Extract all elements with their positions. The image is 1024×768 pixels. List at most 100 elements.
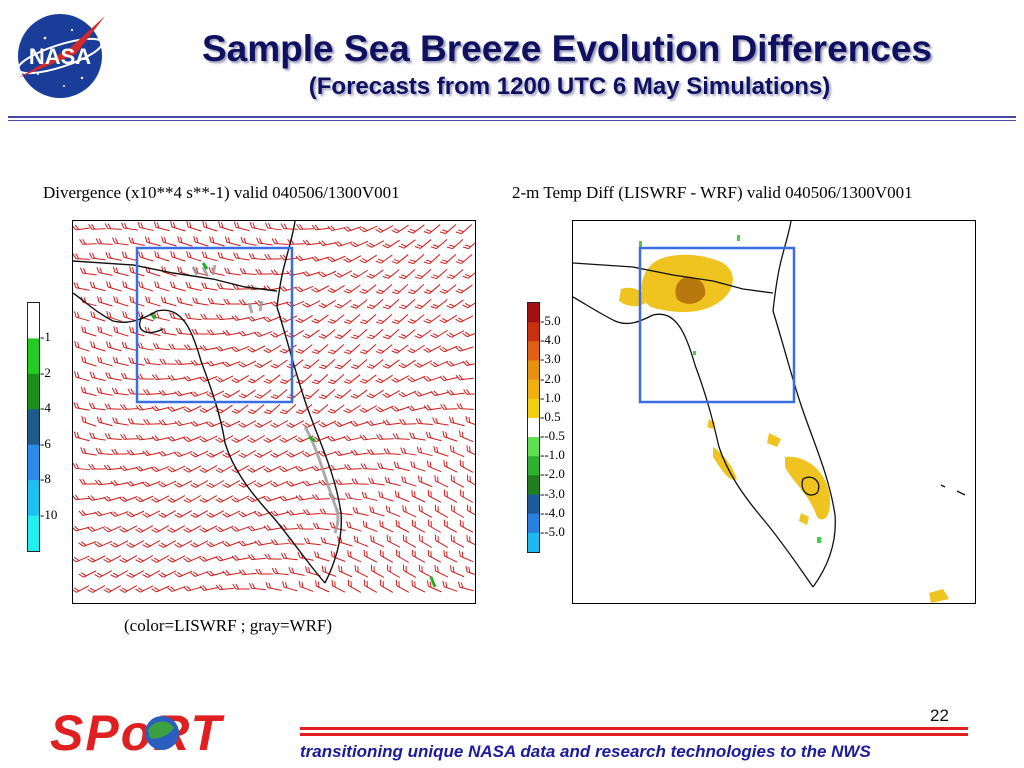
wind-barb bbox=[375, 313, 393, 325]
wind-barb bbox=[154, 251, 170, 262]
wind-barb bbox=[87, 585, 106, 593]
wind-barb bbox=[174, 480, 193, 488]
wind-barb bbox=[183, 465, 202, 473]
wind-barb bbox=[215, 465, 234, 473]
wind-barb bbox=[73, 555, 90, 563]
wind-barb bbox=[169, 312, 186, 321]
wind-barb bbox=[126, 510, 145, 518]
wind-barb bbox=[247, 315, 266, 322]
wind-barb bbox=[110, 570, 129, 578]
wind-barb bbox=[439, 375, 458, 382]
wind-barb bbox=[327, 374, 345, 385]
wind-barb bbox=[450, 534, 465, 548]
wind-barb bbox=[137, 342, 154, 351]
wind-barb bbox=[206, 450, 225, 458]
wind-barb bbox=[80, 386, 97, 397]
wind-barb bbox=[327, 343, 345, 355]
wind-barb bbox=[345, 492, 362, 501]
wind-barb bbox=[73, 494, 90, 501]
wind-barb bbox=[167, 555, 186, 563]
wind-barb bbox=[222, 330, 241, 336]
wind-barb bbox=[174, 510, 193, 518]
wind-barb bbox=[423, 404, 442, 411]
wind-barb bbox=[318, 358, 336, 370]
wind-barb bbox=[254, 359, 272, 369]
wind-barb bbox=[192, 297, 209, 306]
wind-barb bbox=[369, 506, 385, 517]
wind-barb bbox=[81, 415, 97, 427]
wind-barb bbox=[135, 404, 154, 411]
wind-barb bbox=[359, 284, 377, 294]
wind-barb bbox=[391, 344, 409, 354]
wind-barb bbox=[393, 461, 410, 472]
wind-barb bbox=[161, 236, 177, 247]
wind-barb bbox=[359, 374, 377, 384]
wind-barb bbox=[127, 418, 145, 425]
wind-barb bbox=[190, 480, 209, 488]
wind-barb bbox=[151, 435, 170, 442]
wind-barb bbox=[414, 391, 433, 397]
wind-barb bbox=[121, 222, 138, 231]
wind-barb bbox=[458, 550, 474, 563]
wind-barb bbox=[318, 329, 336, 339]
wind-barb bbox=[176, 296, 193, 307]
wind-barb bbox=[446, 330, 465, 338]
wind-barb bbox=[391, 375, 410, 383]
wind-barb bbox=[167, 525, 186, 533]
wind-barb bbox=[263, 435, 282, 443]
wind-barb bbox=[442, 580, 458, 592]
wind-barb bbox=[280, 552, 298, 561]
wind-barb bbox=[457, 581, 474, 592]
wind-barb bbox=[238, 360, 257, 368]
colorbar-tick-label: -4.0 bbox=[540, 332, 561, 348]
wind-barb bbox=[142, 570, 161, 578]
wind-barb bbox=[414, 268, 432, 280]
wind-barb bbox=[343, 226, 362, 232]
wind-barb bbox=[279, 435, 298, 443]
wind-barb bbox=[238, 420, 257, 428]
wind-barb bbox=[89, 432, 106, 441]
wind-barb bbox=[425, 431, 442, 442]
wind-barb bbox=[231, 526, 250, 532]
wind-barb bbox=[311, 404, 329, 414]
wind-barb bbox=[375, 344, 393, 354]
wind-barb bbox=[462, 238, 475, 250]
wind-barb bbox=[448, 416, 465, 427]
colorbar-swatch bbox=[28, 303, 39, 339]
wind-barb bbox=[270, 539, 289, 546]
wind-barb bbox=[144, 236, 161, 247]
wind-barb bbox=[119, 555, 138, 563]
wind-barb bbox=[231, 495, 250, 503]
left-colorbar bbox=[27, 302, 40, 552]
colorbar-tick-label: -8 bbox=[40, 471, 51, 487]
wind-barb bbox=[426, 460, 442, 473]
wind-barb bbox=[87, 555, 106, 563]
wind-barb bbox=[366, 269, 384, 279]
wind-barb bbox=[343, 404, 361, 414]
wind-barb bbox=[462, 330, 475, 338]
wind-barb bbox=[364, 579, 378, 593]
wind-barb bbox=[462, 299, 475, 309]
wind-barb bbox=[263, 524, 282, 531]
wind-barb bbox=[417, 475, 433, 488]
wind-barb bbox=[312, 522, 330, 531]
cool-anomaly bbox=[639, 235, 821, 543]
wind-barb bbox=[97, 356, 113, 367]
wind-barb bbox=[135, 465, 154, 472]
wind-barb bbox=[215, 584, 234, 591]
wind-barb bbox=[202, 221, 218, 232]
wind-barb bbox=[466, 445, 475, 458]
wind-barb bbox=[78, 541, 97, 547]
colorbar-tick-label: -5.0 bbox=[540, 313, 561, 329]
wind-barb bbox=[449, 445, 465, 458]
wind-barb bbox=[232, 583, 250, 590]
wind-barb bbox=[462, 360, 475, 366]
wind-barb bbox=[311, 373, 329, 385]
wind-barb bbox=[331, 579, 346, 593]
slide-title: Sample Sea Breeze Evolution Differences bbox=[202, 28, 932, 69]
wind-barb bbox=[382, 329, 400, 340]
wind-barb bbox=[279, 254, 298, 261]
wind-barb bbox=[458, 430, 474, 443]
wind-barb bbox=[255, 268, 273, 275]
wind-barb bbox=[430, 360, 449, 368]
